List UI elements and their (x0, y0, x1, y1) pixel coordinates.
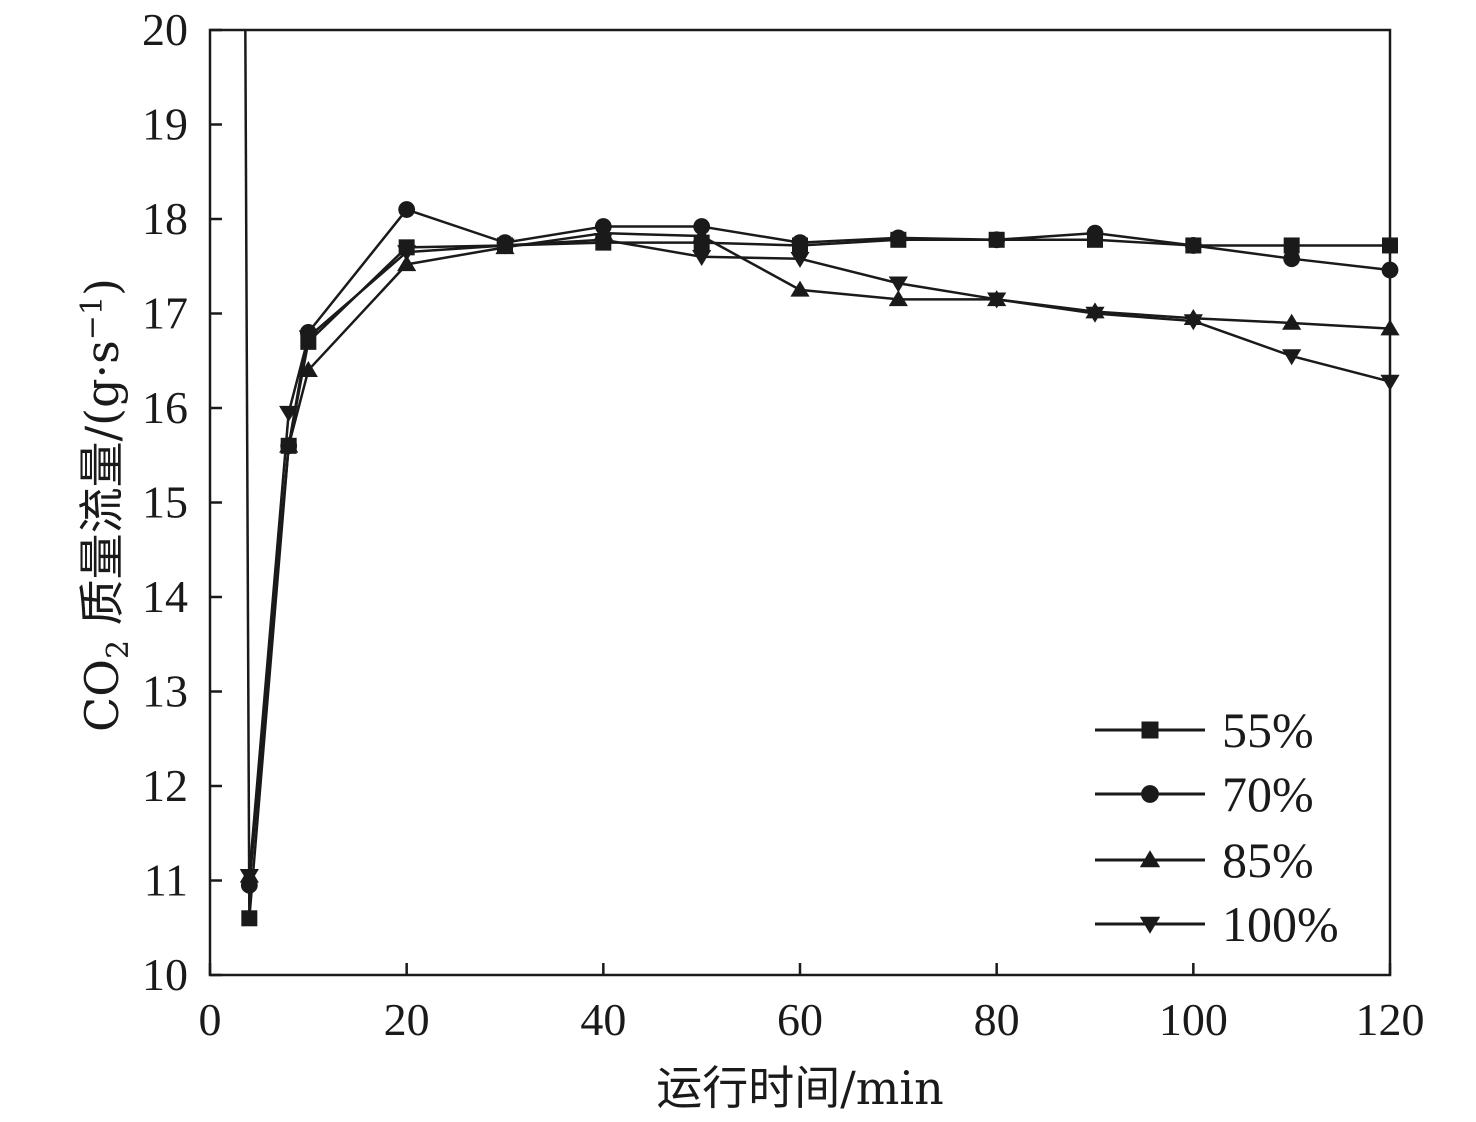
legend-item-100pct: 100% (1095, 896, 1339, 952)
series-layer: 55%: (4, 10.6)55%: (8, 15.6)55%: (10, 16… (239, 201, 1400, 927)
legend-label: 55% (1222, 702, 1314, 758)
data-point: 100%: (4, 11.05) (239, 868, 259, 885)
y-tick-label: 11 (144, 855, 188, 906)
x-tick-label: 100 (1159, 994, 1228, 1045)
legend-marker (1141, 785, 1159, 803)
y-tick-label: 15 (142, 477, 188, 528)
data-point: 55%: (110, 17.72) (1283, 237, 1300, 254)
data-point: 85%: (50, 17.82) (692, 226, 712, 243)
series-line (248, 231, 1391, 876)
data-point: 100%: (10, 16.75) (298, 330, 318, 347)
data-point: 100%: (20, 17.65) (397, 245, 417, 262)
initial-spike (244, 29, 251, 919)
data-point: 100%: (30, 17.72) (495, 238, 515, 255)
y-axis-title: CO2 质量流量/(g·s−1) (75, 278, 136, 732)
data-point: 70%: (50, 17.92) (693, 218, 711, 235)
legend-label: 85% (1222, 832, 1314, 888)
y-axis-title-subscript: 2 (101, 640, 136, 659)
legend-item-85pct: 85% (1095, 832, 1314, 888)
data-point: 70%: (80, 17.78) (988, 231, 1006, 249)
data-point: 100%: (80, 17.15) (987, 292, 1007, 309)
data-point: 55%: (4, 10.6) (241, 910, 258, 927)
data-point: 85%: (20, 17.52) (397, 255, 417, 272)
y-axis-title-superscript: −1 (75, 296, 110, 340)
data-point: 70%: (110, 17.58) (1283, 250, 1301, 268)
data-point: 70%: (100, 17.72) (1184, 237, 1202, 254)
y-axis: 10 11 12 13 14 15 16 17 18 19 20 (142, 4, 222, 1000)
data-point: 85%: (60, 17.25) (790, 280, 810, 297)
legend-label: 100% (1222, 896, 1339, 952)
y-tick-label: 19 (142, 99, 188, 150)
data-point: 85%: (120, 16.84) (1380, 319, 1400, 336)
legend-marker (1139, 850, 1161, 868)
data-point: 55%: (120, 17.72) (1382, 237, 1398, 254)
data-point: 100%: (100, 16.92) (1183, 314, 1203, 331)
legend-item-70pct: 70% (1095, 766, 1314, 822)
x-tick-label: 120 (1356, 994, 1425, 1045)
x-tick-label: 0 (199, 994, 222, 1045)
x-tick-label: 40 (580, 994, 626, 1045)
y-axis-title-suffix: ) (75, 278, 129, 296)
plot-frame (208, 28, 1392, 977)
data-point: 85%: (110, 16.9) (1282, 313, 1302, 330)
series-100pct: 100%: (4, 11.05) 100%: (8, 15.95) 100%: (1… (239, 232, 1400, 885)
y-axis-title-prefix: CO (75, 659, 129, 732)
y-tick-label: 20 (142, 4, 188, 55)
x-tick-label: 60 (777, 994, 823, 1045)
data-point: 100%: (50, 17.6) (692, 250, 712, 266)
x-tick-label: 20 (384, 994, 430, 1045)
data-point: 100%: (90, 17) (1085, 306, 1105, 323)
data-point: 100%: (60, 17.58) (790, 251, 810, 268)
data-point: 70%: (120, 17.46) (1381, 261, 1399, 279)
data-point: 100%: (8, 15.95) (279, 405, 299, 422)
x-tick-label: 80 (974, 994, 1020, 1045)
data-point: 70%: (70, 17.8) (889, 229, 907, 247)
y-tick-label: 12 (142, 760, 188, 811)
legend-label: 70% (1222, 766, 1314, 822)
legend: 55% 70% 85% 100% (1095, 702, 1339, 952)
series-line (248, 238, 1390, 919)
data-point: 85%: (10, 16.4) (298, 361, 318, 377)
data-point: 100%: (110, 16.55) (1282, 349, 1302, 366)
x-axis: 0 20 40 60 80 100 120 (199, 963, 1425, 1045)
series-line (248, 208, 1391, 886)
series-line (248, 238, 1391, 876)
y-tick-label: 16 (142, 382, 188, 433)
data-point: 70%: (60, 17.75) (791, 234, 809, 252)
series-55pct: 55%: (4, 10.6)55%: (8, 15.6)55%: (10, 16… (241, 231, 1398, 927)
series-spike-line (244, 29, 251, 919)
y-tick-label: 13 (142, 666, 188, 717)
y-tick-label: 14 (142, 571, 188, 622)
data-point: 85%: (8, 15.6) (279, 436, 299, 453)
data-point: 70%: (90, 17.85) (1086, 224, 1104, 242)
data-point: 85%: (70, 17.15) (888, 290, 908, 307)
data-point: 100%: (70, 17.32) (888, 276, 908, 293)
y-tick-label: 10 (142, 949, 188, 1000)
y-axis-title-middle: 质量流量/(g·s (75, 340, 129, 640)
x-axis-title: 运行时间/min (656, 1061, 943, 1115)
data-point: 100%: (120, 16.28) (1380, 374, 1400, 391)
legend-marker (1141, 721, 1159, 739)
data-point: 100%: (40, 17.78) (593, 232, 613, 249)
y-tick-label: 18 (142, 193, 188, 244)
legend-marker (1139, 916, 1161, 934)
legend-item-55pct: 55% (1095, 702, 1314, 758)
y-tick-label: 17 (142, 288, 188, 339)
data-point: 70%: (20, 18.1) (398, 201, 416, 218)
